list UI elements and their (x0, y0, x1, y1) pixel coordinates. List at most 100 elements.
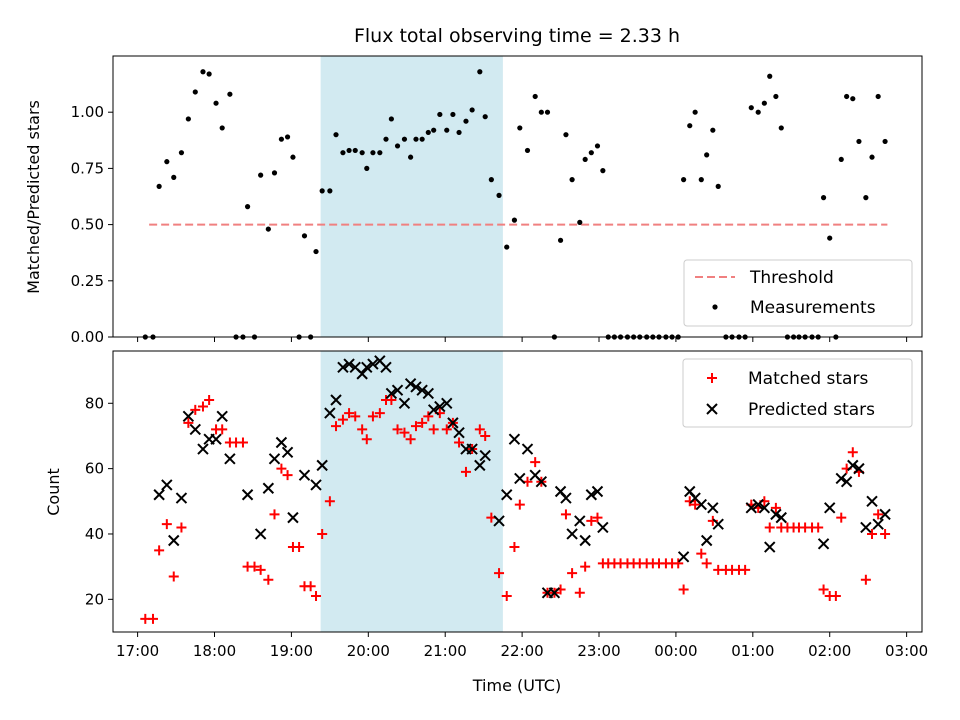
measurement-point (875, 93, 881, 100)
legend-matched-swatch (707, 373, 717, 383)
legend-predicted-label: Predicted stars (748, 400, 875, 420)
measurement-point (450, 111, 456, 118)
predicted-star-point (330, 394, 342, 406)
measurement-point (290, 154, 296, 160)
predicted-star-point (453, 426, 465, 439)
measurement-point (388, 116, 394, 122)
matched-star-point (678, 584, 689, 595)
bottom-legend-box (682, 358, 913, 428)
matched-star-point (367, 411, 378, 422)
matched-star-point (282, 470, 293, 481)
predicted-star-point (216, 410, 228, 423)
measurement-point (600, 168, 606, 174)
measurement-point (419, 136, 425, 142)
measurement-point (213, 100, 219, 106)
predicted-star-point (758, 502, 771, 514)
measurement-point (511, 217, 518, 223)
predicted-star-point (695, 498, 708, 511)
measurement-point (258, 172, 264, 178)
bottom-y-tick-label: 40 (85, 525, 104, 543)
measurement-point (856, 138, 862, 145)
predicted-star-point (474, 459, 486, 472)
predicted-star-point (356, 368, 368, 380)
measurement-point (704, 152, 710, 158)
measurement-point (544, 109, 551, 115)
predicted-star-point (422, 387, 435, 400)
predicted-star-point (254, 528, 267, 540)
measurement-point (477, 69, 483, 75)
matched-star-point (276, 463, 287, 474)
bottom-highlight-span (320, 351, 503, 632)
predicted-star-point (343, 358, 355, 370)
matched-star-point (294, 542, 305, 553)
matched-star-point (217, 424, 228, 435)
predicted-star-point (385, 387, 398, 400)
matched-star-point (836, 512, 847, 523)
matched-star-point (161, 519, 172, 530)
predicted-star-point (361, 361, 373, 374)
measurement-point (469, 107, 475, 113)
legend-measurements-label: Measurements (750, 298, 876, 318)
predicted-star-point (434, 400, 446, 413)
measurement-point (313, 248, 319, 255)
matched-star-point (305, 581, 316, 592)
measurement-point (588, 150, 594, 156)
matched-star-point (237, 437, 248, 448)
measurement-point (692, 109, 698, 115)
measurement-point (319, 188, 325, 194)
predicted-star-point (224, 453, 236, 465)
measurement-point (370, 150, 376, 156)
matched-star-point (480, 430, 491, 441)
measurement-point (456, 129, 462, 136)
matched-star-point (867, 528, 878, 539)
measurement-point (496, 192, 502, 198)
measurement-point (352, 147, 358, 154)
bottom-x-tick-label: 20:00 (347, 642, 390, 660)
matched-star-point (454, 437, 465, 448)
measurement-point (301, 233, 308, 239)
measurement-point (517, 125, 523, 131)
measurement-point (582, 156, 588, 163)
bottom-y-tick-label: 20 (85, 590, 104, 608)
matched-star-point (190, 404, 201, 415)
predicted-star-point (712, 518, 724, 530)
measurement-point (594, 143, 601, 149)
measurement-point (192, 89, 198, 95)
matched-star-point (204, 395, 215, 406)
matched-star-point (441, 424, 452, 435)
matched-star-point (586, 515, 597, 526)
matched-star-point (423, 411, 434, 422)
measurement-point (869, 154, 875, 160)
matched-star-point (592, 512, 603, 523)
measurement-point (463, 118, 469, 124)
matched-star-point (474, 424, 485, 435)
bottom-y-axis-label: Count (44, 468, 63, 516)
predicted-star-point (585, 489, 598, 501)
measurement-point (431, 127, 437, 133)
measurement-point (364, 165, 370, 171)
predicted-star-point (835, 472, 847, 485)
predicted-star-point (824, 502, 836, 514)
measurement-point (504, 244, 510, 250)
measurement-point (882, 138, 888, 145)
predicted-star-point (287, 511, 299, 524)
matched-star-point (361, 434, 372, 445)
predicted-star-point (548, 587, 561, 599)
measurement-point (200, 69, 206, 75)
matched-star-point (324, 496, 335, 507)
measurement-point (563, 132, 569, 138)
top-legend: Threshold Measurements (683, 259, 913, 327)
matched-star-point (509, 542, 520, 553)
matched-star-point (417, 417, 428, 428)
predicted-star-point (310, 479, 322, 491)
measurement-point (761, 100, 767, 106)
measurement-point (401, 136, 408, 142)
predicted-star-point (189, 423, 201, 436)
measurement-point (333, 132, 339, 138)
top-y-tick-label: 1.00 (71, 103, 104, 121)
predicted-star-point (521, 443, 534, 455)
bottom-x-tick-label: 23:00 (577, 642, 620, 660)
measurement-point (778, 125, 784, 131)
measurement-point (844, 93, 850, 100)
